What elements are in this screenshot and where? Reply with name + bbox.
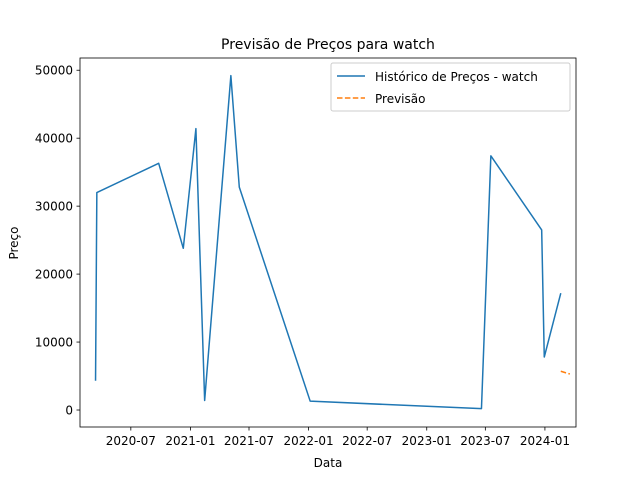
x-tick-label-1: 2021-01 bbox=[165, 434, 215, 448]
legend-box bbox=[330, 62, 571, 112]
y-tick-label-0: 0 bbox=[65, 404, 73, 418]
x-tick-label-2: 2021-07 bbox=[224, 434, 274, 448]
x-tick-label-3: 2022-01 bbox=[284, 434, 334, 448]
y-axis: 0 10000 20000 30000 40000 50000 bbox=[35, 64, 80, 418]
plot-frame bbox=[79, 57, 577, 428]
y-tick-label-5: 50000 bbox=[35, 64, 73, 78]
y-tick-label-2: 20000 bbox=[35, 268, 73, 282]
y-tick-label-1: 10000 bbox=[35, 336, 73, 350]
y-tick-label-4: 40000 bbox=[35, 132, 73, 146]
legend-label-history: Histórico de Preços - watch bbox=[375, 70, 538, 84]
x-tick-label-4: 2022-07 bbox=[342, 434, 392, 448]
plot-area bbox=[94, 74, 571, 410]
y-axis-title: Preço bbox=[7, 226, 21, 259]
series-line-history bbox=[94, 74, 562, 410]
series-line-forecast bbox=[560, 370, 571, 375]
legend-label-forecast: Previsão bbox=[375, 92, 425, 106]
x-tick-label-0: 2020-07 bbox=[106, 434, 156, 448]
x-axis-title: Data bbox=[314, 456, 343, 470]
x-axis: 2020-07 2021-01 2021-07 2022-01 2022-07 2023-… bbox=[106, 427, 570, 448]
x-tick-label-6: 2023-07 bbox=[460, 434, 510, 448]
x-tick-label-7: 2024-01 bbox=[520, 434, 570, 448]
legend: Histórico de Preços - watch Previsão bbox=[330, 62, 571, 112]
y-tick-label-3: 30000 bbox=[35, 200, 73, 214]
chart-title: Previsão de Preços para watch bbox=[221, 37, 435, 53]
x-tick-label-5: 2023-01 bbox=[402, 434, 452, 448]
